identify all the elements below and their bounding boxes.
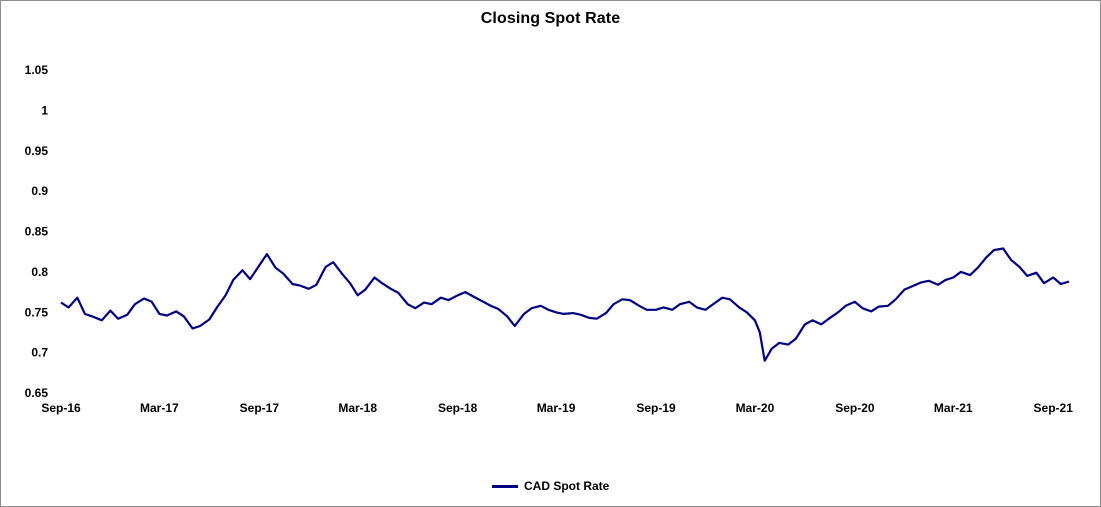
y-tick-label: 0.9	[31, 184, 48, 198]
x-tick-label: Sep-21	[1034, 401, 1074, 415]
x-tick-label: Sep-19	[636, 401, 676, 415]
x-tick-label: Sep-18	[438, 401, 478, 415]
x-tick-label: Sep-17	[240, 401, 280, 415]
y-tick-label: 1	[41, 103, 48, 117]
x-tick-label: Sep-20	[835, 401, 875, 415]
y-tick-label: 0.65	[25, 386, 49, 400]
legend-swatch	[492, 484, 518, 488]
legend: CAD Spot Rate	[492, 478, 609, 494]
x-tick-label: Mar-19	[537, 401, 576, 415]
x-tick-label: Mar-20	[736, 401, 775, 415]
chart-title: Closing Spot Rate	[480, 10, 621, 27]
x-axis: Sep-16 Mar-17 Sep-17 Mar-18 Sep-18 Mar-19 Sep-…	[41, 401, 1073, 415]
series-layer	[60, 247, 1070, 362]
y-axis: 0.65 0.7 0.75 0.8 0.85 0.9 0.95 1 1.05	[25, 63, 49, 400]
y-tick-label: 0.75	[25, 305, 49, 319]
series-line-cad-spot-rate	[60, 247, 1070, 362]
y-tick-label: 1.05	[25, 63, 49, 77]
y-tick-label: 0.8	[31, 265, 48, 279]
y-tick-label: 0.85	[25, 225, 49, 239]
x-tick-label: Mar-21	[934, 401, 973, 415]
legend-label: CAD Spot Rate	[524, 479, 610, 493]
x-tick-label: Mar-18	[338, 401, 377, 415]
x-tick-label: Sep-16	[41, 401, 81, 415]
y-tick-label: 0.95	[25, 144, 49, 158]
y-tick-label: 0.7	[31, 346, 48, 360]
x-tick-label: Mar-17	[140, 401, 179, 415]
